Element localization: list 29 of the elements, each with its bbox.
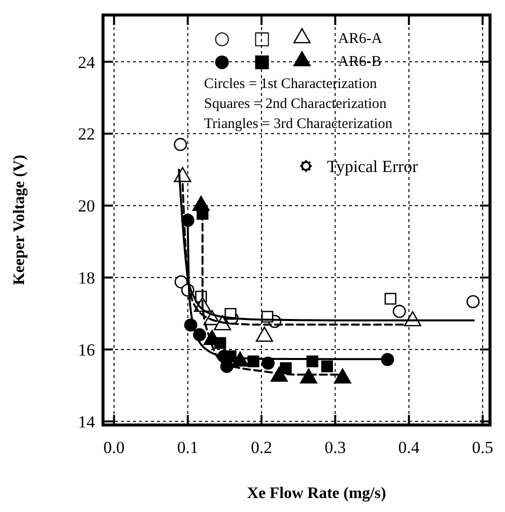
legend-label: AR6-B bbox=[338, 54, 382, 70]
x-tick-label: 0.4 bbox=[398, 438, 420, 457]
point bbox=[392, 304, 406, 318]
x-axis-title: Xe Flow Rate (mg/s) bbox=[246, 485, 386, 502]
y-tick-label: 16 bbox=[78, 340, 95, 360]
point bbox=[384, 292, 396, 305]
annotation: Circles = 1st Characterization bbox=[204, 76, 378, 92]
y-tick-label: 18 bbox=[78, 268, 95, 288]
shape-key-icon: ○ □ bbox=[214, 28, 270, 49]
x-tick-label: 0.3 bbox=[324, 438, 346, 457]
point bbox=[321, 360, 333, 372]
annotation: Typical Error bbox=[327, 157, 418, 176]
point bbox=[466, 295, 480, 308]
x-tick-label: 0.2 bbox=[250, 438, 272, 457]
legend-label: AR6-A bbox=[338, 31, 382, 47]
x-tick-label: 0.0 bbox=[103, 438, 125, 457]
annotation: Squares = 2nd Characterization bbox=[204, 96, 388, 112]
x-tick-label: 0.5 bbox=[472, 438, 494, 457]
y-tick-label: 24 bbox=[78, 52, 96, 72]
y-tick-label: 14 bbox=[78, 412, 96, 432]
x-tick-label: 0.1 bbox=[177, 438, 198, 457]
point bbox=[380, 352, 394, 366]
y-tick-label: 22 bbox=[78, 124, 95, 144]
y-axis-title: Keeper Voltage (V) bbox=[11, 154, 28, 286]
point bbox=[174, 275, 188, 288]
point bbox=[174, 138, 187, 152]
annotation: Triangles = 3rd Characterization bbox=[204, 116, 394, 132]
y-tick-label: 20 bbox=[78, 196, 95, 216]
shape-key-icon: ● ■ bbox=[214, 51, 270, 72]
